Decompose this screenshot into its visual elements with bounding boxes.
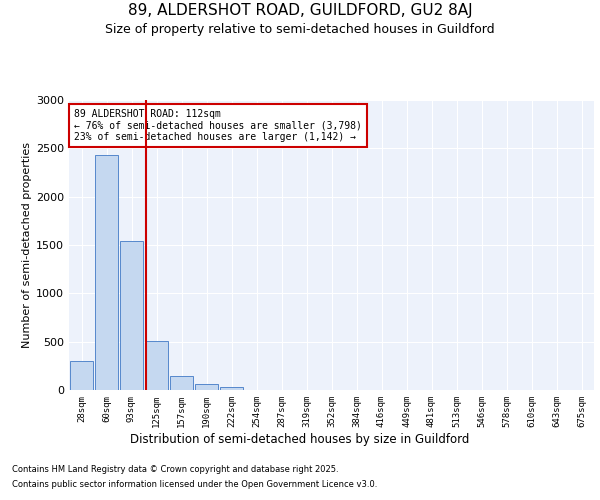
Bar xyxy=(95,155,118,390)
Y-axis label: Number of semi-detached properties: Number of semi-detached properties xyxy=(22,142,32,348)
Bar xyxy=(170,376,193,390)
Text: Contains public sector information licensed under the Open Government Licence v3: Contains public sector information licen… xyxy=(12,480,377,489)
Bar xyxy=(194,384,218,390)
Bar xyxy=(70,361,94,390)
Text: Contains HM Land Registry data © Crown copyright and database right 2025.: Contains HM Land Registry data © Crown c… xyxy=(12,465,338,474)
Text: Size of property relative to semi-detached houses in Guildford: Size of property relative to semi-detach… xyxy=(105,22,495,36)
Text: 89, ALDERSHOT ROAD, GUILDFORD, GU2 8AJ: 89, ALDERSHOT ROAD, GUILDFORD, GU2 8AJ xyxy=(128,2,472,18)
Bar xyxy=(119,241,143,390)
Text: Distribution of semi-detached houses by size in Guildford: Distribution of semi-detached houses by … xyxy=(130,432,470,446)
Text: 89 ALDERSHOT ROAD: 112sqm
← 76% of semi-detached houses are smaller (3,798)
23% : 89 ALDERSHOT ROAD: 112sqm ← 76% of semi-… xyxy=(74,108,362,142)
Bar xyxy=(220,387,244,390)
Bar xyxy=(145,340,169,390)
